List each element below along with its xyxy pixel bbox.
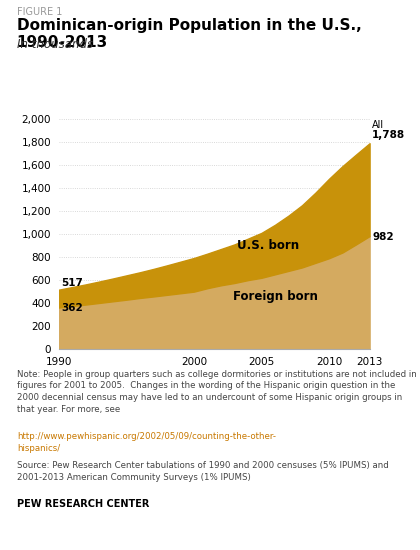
Text: 982: 982 <box>372 232 394 243</box>
Text: U.S. born: U.S. born <box>237 239 299 252</box>
Text: Foreign born: Foreign born <box>233 290 318 303</box>
Text: 517: 517 <box>61 278 84 288</box>
Text: In thousands: In thousands <box>17 39 93 52</box>
Text: 1,788: 1,788 <box>372 130 405 140</box>
Text: http://www.pewhispanic.org/2002/05/09/counting-the-other-
hispanics/: http://www.pewhispanic.org/2002/05/09/co… <box>17 432 276 453</box>
Text: Source: Pew Research Center tabulations of 1990 and 2000 censuses (5% IPUMS) and: Source: Pew Research Center tabulations … <box>17 461 388 482</box>
Text: 362: 362 <box>61 302 83 312</box>
Text: Note: People in group quarters such as college dormitories or institutions are n: Note: People in group quarters such as c… <box>17 370 417 414</box>
Text: PEW RESEARCH CENTER: PEW RESEARCH CENTER <box>17 499 149 509</box>
Text: FIGURE 1: FIGURE 1 <box>17 7 62 16</box>
Text: All: All <box>372 120 384 130</box>
Text: Dominican-origin Population in the U.S., 1990-2013: Dominican-origin Population in the U.S.,… <box>17 18 362 50</box>
